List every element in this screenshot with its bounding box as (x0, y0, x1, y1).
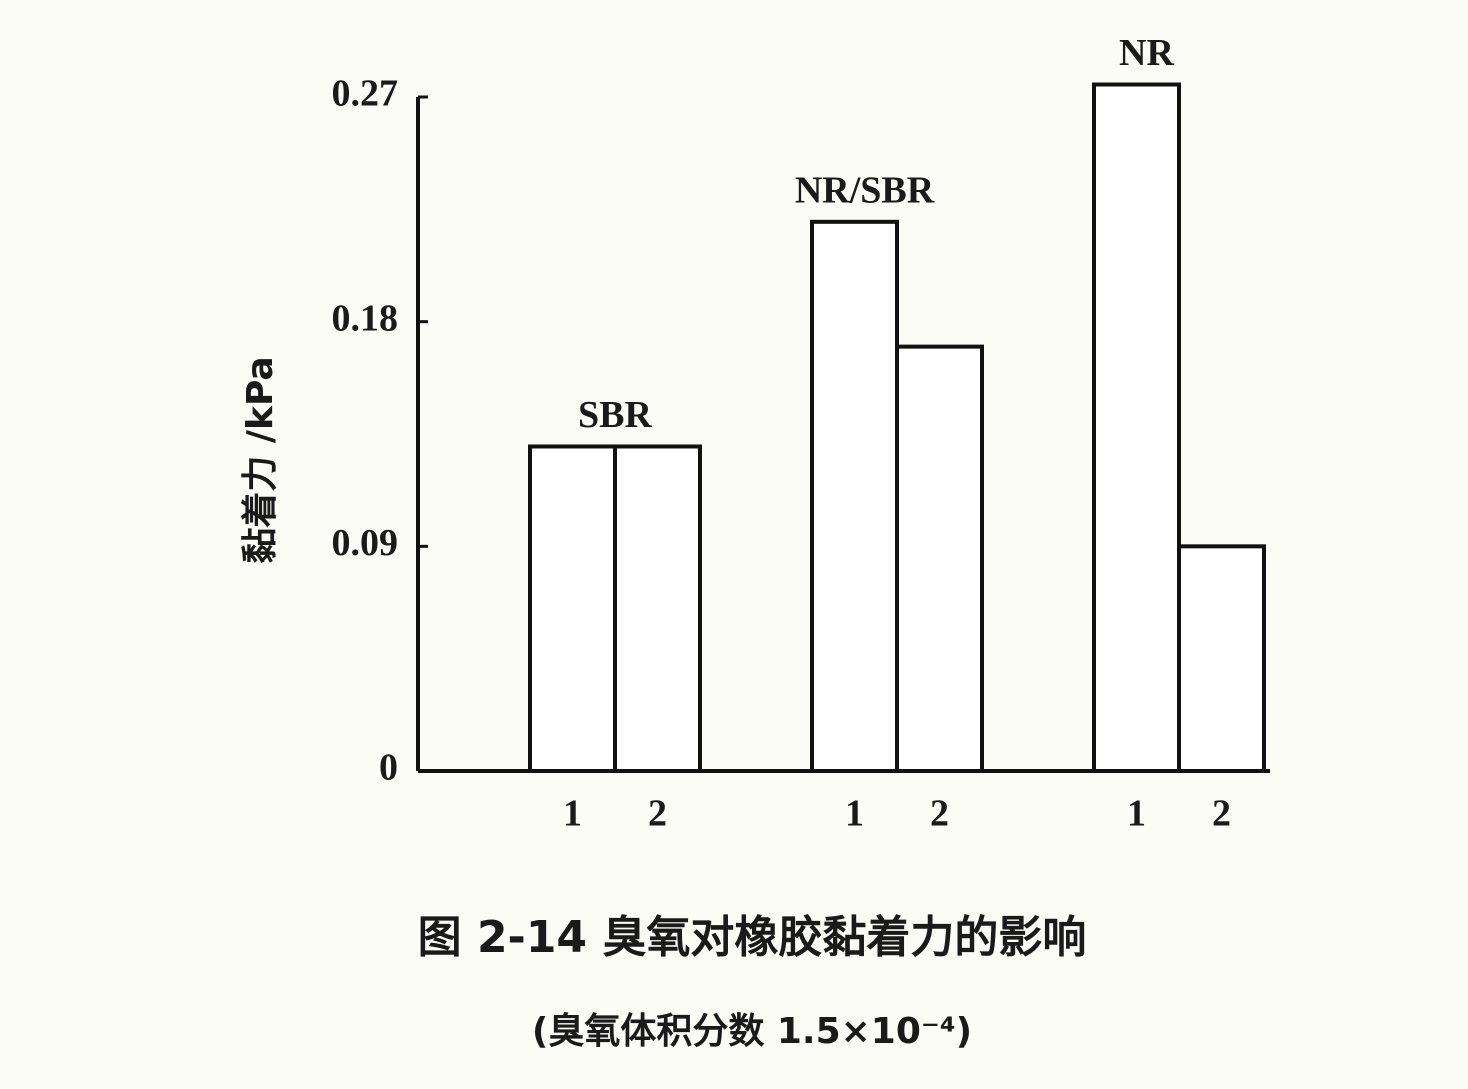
y-tick-label: 0.27 (332, 73, 399, 115)
y-axis-label: 黏着力 /kPa (240, 356, 281, 563)
x-tick-label: 2 (930, 793, 949, 835)
x-tick-label: 2 (648, 793, 667, 835)
x-tick-label: 1 (845, 793, 864, 835)
bar (613, 444, 702, 773)
chart-subtitle: (臭氧体积分数 1.5×10⁻⁴) (532, 1011, 972, 1052)
bar (1177, 544, 1266, 773)
x-tick-label: 1 (1127, 793, 1146, 835)
group-label: NR/SBR (795, 170, 935, 212)
chart-title: 图 2-14 臭氧对橡胶黏着力的影响 (418, 912, 1087, 963)
y-tick-label: 0.09 (332, 522, 399, 564)
y-tick-label: 0.18 (332, 297, 399, 339)
group-label: SBR (578, 394, 652, 436)
group-label: NR (1119, 32, 1174, 74)
x-tick-label: 2 (1212, 793, 1231, 835)
bar (528, 444, 617, 773)
bar (895, 344, 984, 773)
y-tick-label: 0 (379, 747, 398, 789)
x-tick-label: 1 (563, 793, 582, 835)
bar (810, 219, 899, 773)
bar (1092, 82, 1181, 774)
